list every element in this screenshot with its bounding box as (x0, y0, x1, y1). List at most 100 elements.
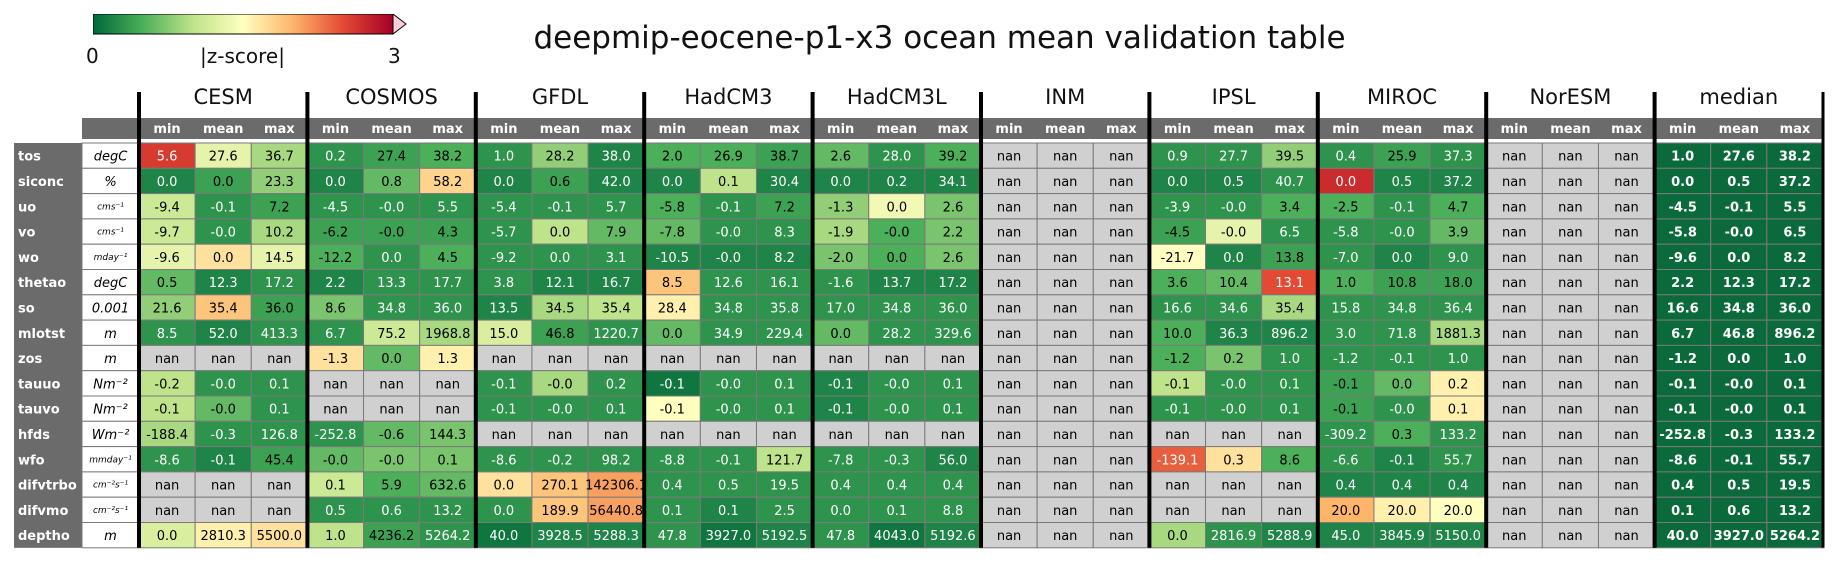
table-cell (1317, 496, 1375, 524)
stat-header: max (1443, 122, 1474, 137)
table-cell (306, 167, 365, 195)
cell-value: 0.0 (213, 175, 234, 190)
cell-value: nan (1053, 301, 1077, 316)
cell-value: nan (1053, 352, 1077, 367)
cell-value: nan (1502, 529, 1526, 544)
table-cell (1541, 496, 1599, 524)
table-cell (1710, 446, 1768, 473)
cell-value: 0.4 (830, 479, 851, 494)
cell-value: nan (1053, 327, 1077, 342)
table-cell (1317, 319, 1375, 346)
cell-value: 189.9 (541, 504, 578, 519)
cell-value: nan (828, 428, 852, 443)
cell-value: 229.4 (766, 327, 803, 342)
cell-value: 28.2 (882, 327, 911, 342)
cell-value: -0.0 (1221, 226, 1246, 241)
stat-header: mean (1045, 122, 1085, 137)
cell-value: nan (1614, 479, 1638, 494)
cell-value: 0.1 (886, 504, 907, 519)
cell-value: 13.8 (1275, 251, 1304, 266)
cell-value: -3.9 (1165, 200, 1190, 215)
cell-value: 5.5 (437, 200, 458, 215)
table-cell (1485, 218, 1543, 245)
cell-value: 56.0 (938, 453, 967, 468)
cell-value: -0.0 (1725, 403, 1753, 418)
variable-name: thetao (18, 276, 66, 291)
table-cell (1597, 142, 1656, 169)
cell-value: 16.6 (1163, 301, 1192, 316)
cell-value: nan (604, 428, 628, 443)
cell-value: nan (772, 352, 796, 367)
cell-value: -1.6 (828, 276, 853, 291)
cell-value: 36.0 (265, 301, 294, 316)
cell-value: 2.6 (943, 200, 964, 215)
cell-value: -0.2 (547, 453, 572, 468)
table-cell (475, 218, 533, 245)
model-name: INM (1045, 85, 1085, 109)
cell-value: 0.2 (886, 175, 907, 190)
cell-value: -5.8 (1333, 226, 1358, 241)
table-cell (699, 193, 757, 220)
table-cell (1092, 420, 1150, 448)
cell-value: 47.8 (826, 529, 855, 544)
cell-value: nan (1109, 377, 1133, 392)
cell-value: nan (997, 150, 1021, 165)
cell-value: nan (1614, 529, 1638, 544)
variable-name: tauuo (18, 377, 60, 392)
cell-value: 329.6 (934, 327, 971, 342)
table-cell (250, 446, 308, 473)
cell-value: nan (1558, 251, 1582, 266)
table-cell (306, 294, 365, 321)
table-cell (868, 294, 926, 321)
cell-value: 5.5 (1783, 200, 1806, 215)
table-cell (1373, 344, 1431, 372)
table-cell (812, 496, 870, 524)
cell-value: 133.2 (1774, 428, 1815, 443)
cell-value: nan (1109, 226, 1133, 241)
cell-value: 0.4 (1336, 150, 1357, 165)
cell-value: 0.0 (494, 479, 515, 494)
cell-value: nan (1614, 200, 1638, 215)
cell-value: 0.1 (1448, 403, 1469, 418)
cell-value: -0.1 (1389, 453, 1414, 468)
cell-value: nan (1614, 377, 1638, 392)
stat-header: mean (1382, 122, 1422, 137)
cell-value: -0.0 (323, 453, 348, 468)
cell-value: nan (1109, 403, 1133, 418)
cell-value: 17.7 (433, 276, 462, 291)
cell-value: nan (1558, 453, 1582, 468)
table-cell (587, 218, 645, 245)
table-cell (475, 294, 533, 321)
cell-value: nan (211, 504, 235, 519)
cell-value: -0.2 (154, 377, 179, 392)
cell-value: 0.1 (662, 504, 683, 519)
cell-value: -139.1 (1157, 453, 1199, 468)
stat-header: min (1164, 122, 1191, 137)
cell-value: 0.0 (830, 504, 851, 519)
table-cell (306, 522, 365, 549)
cell-value: 0.0 (213, 251, 234, 266)
stat-header: max (601, 122, 632, 137)
cell-value: nan (997, 251, 1021, 266)
table-cell (1429, 294, 1487, 321)
variable-unit: cm⁻²s⁻¹ (93, 481, 129, 491)
cell-value: 28.2 (546, 150, 575, 165)
cell-value: 20.0 (1331, 504, 1360, 519)
cell-value: nan (1053, 251, 1077, 266)
cell-value: nan (1614, 403, 1638, 418)
table-cell (1710, 193, 1768, 220)
cell-value: 0.0 (157, 175, 178, 190)
table-cell (1205, 294, 1263, 321)
table-cell (1541, 344, 1599, 372)
cell-value: 8.6 (325, 301, 346, 316)
model-name: MIROC (1367, 85, 1437, 109)
cell-value: 36.0 (433, 301, 462, 316)
cell-value: -1.2 (1333, 352, 1358, 367)
table-cell (1373, 167, 1431, 195)
cell-value: nan (1502, 479, 1526, 494)
cell-value: nan (323, 377, 347, 392)
cell-value: -0.0 (884, 403, 909, 418)
table-cell (475, 395, 533, 422)
cell-value: -0.1 (828, 403, 853, 418)
cell-value: -0.0 (1389, 226, 1414, 241)
